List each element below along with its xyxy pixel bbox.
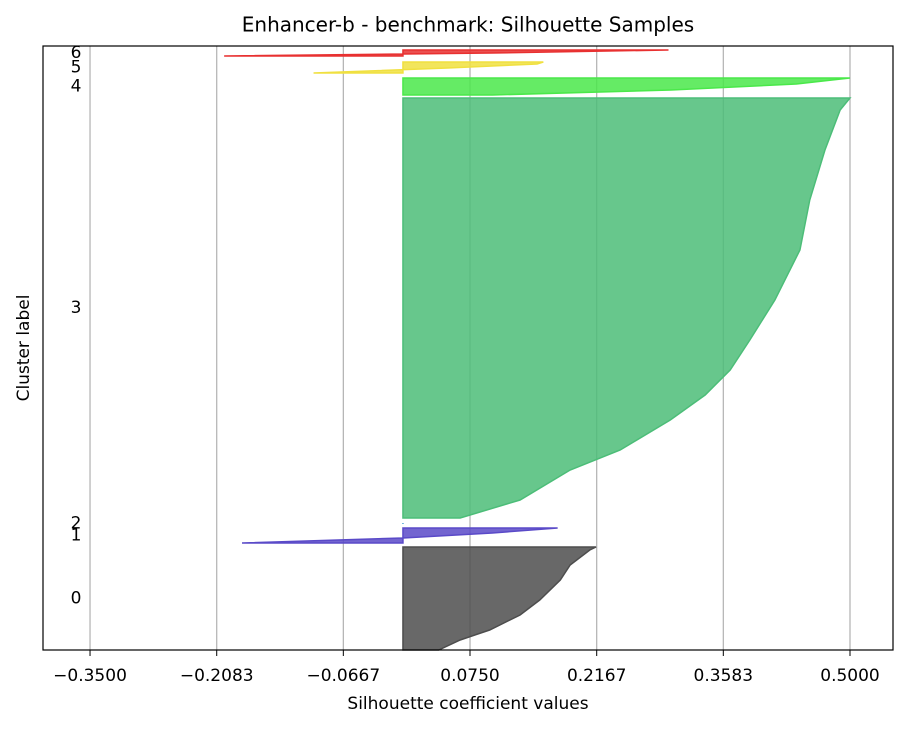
x-tick-label: −0.2083: [180, 666, 254, 686]
cluster-label: 1: [71, 526, 82, 546]
cluster-silhouette: [313, 61, 544, 74]
x-axis-label: Silhouette coefficient values: [347, 694, 588, 714]
cluster-silhouette: [241, 527, 558, 544]
chart-title: Enhancer-b - benchmark: Silhouette Sampl…: [242, 13, 694, 37]
cluster-silhouette: [402, 97, 852, 519]
x-tick-label: 0.2167: [567, 666, 626, 686]
x-tick-label: −0.3500: [53, 666, 127, 686]
cluster-silhouette: [224, 49, 669, 57]
cluster-label: 5: [71, 58, 82, 78]
cluster-label: 4: [71, 77, 82, 97]
x-tick-label: 0.5000: [820, 666, 879, 686]
cluster-label: 0: [71, 589, 82, 609]
cluster-silhouette: [402, 546, 597, 651]
plot-frame: [42, 45, 894, 651]
cluster-label: 6: [71, 43, 82, 63]
x-tick-label: −0.0667: [306, 666, 380, 686]
cluster-silhouette: [402, 77, 851, 96]
x-tick-label: 0.3583: [694, 666, 753, 686]
y-axis-label: Cluster label: [14, 295, 34, 402]
x-tick-label: 0.0750: [440, 666, 499, 686]
cluster-label: 2: [71, 514, 82, 534]
cluster-label: 3: [71, 298, 82, 318]
